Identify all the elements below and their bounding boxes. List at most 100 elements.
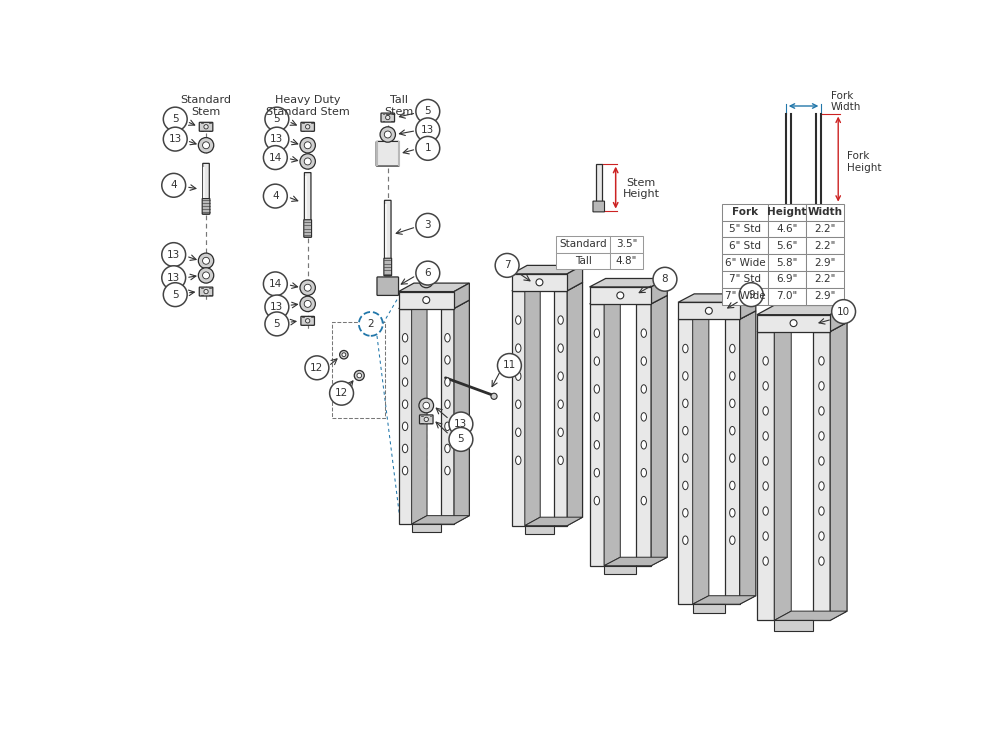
Ellipse shape	[730, 454, 735, 462]
Polygon shape	[454, 300, 469, 524]
Ellipse shape	[763, 532, 768, 541]
Ellipse shape	[445, 378, 450, 387]
Polygon shape	[757, 331, 774, 621]
Text: 13: 13	[167, 273, 180, 282]
Circle shape	[198, 268, 214, 283]
Ellipse shape	[558, 400, 563, 408]
Bar	[806, 204, 844, 220]
Polygon shape	[678, 319, 693, 604]
Text: Width: Width	[807, 207, 842, 217]
Polygon shape	[604, 565, 636, 575]
FancyBboxPatch shape	[381, 113, 395, 122]
Ellipse shape	[819, 557, 824, 565]
Bar	[806, 220, 844, 237]
Circle shape	[204, 289, 208, 294]
Bar	[556, 253, 610, 270]
Ellipse shape	[445, 400, 450, 408]
Text: 7" Std: 7" Std	[729, 274, 761, 285]
Ellipse shape	[763, 507, 768, 515]
Polygon shape	[725, 311, 756, 319]
Ellipse shape	[641, 329, 646, 337]
Ellipse shape	[763, 482, 768, 490]
FancyBboxPatch shape	[384, 200, 391, 276]
FancyBboxPatch shape	[203, 163, 209, 214]
Text: 10: 10	[837, 307, 850, 316]
Polygon shape	[604, 295, 620, 565]
Polygon shape	[512, 274, 567, 291]
Ellipse shape	[763, 432, 768, 440]
Circle shape	[163, 127, 187, 151]
Circle shape	[304, 158, 311, 165]
Ellipse shape	[558, 372, 563, 381]
FancyBboxPatch shape	[419, 415, 433, 424]
Text: 5.6": 5.6"	[776, 241, 798, 251]
Ellipse shape	[763, 382, 768, 390]
Ellipse shape	[641, 385, 646, 393]
Text: Fork: Fork	[732, 207, 758, 217]
Bar	[806, 237, 844, 254]
Circle shape	[300, 280, 315, 295]
Bar	[768, 288, 806, 304]
Circle shape	[306, 319, 310, 323]
Text: Tall
Stem: Tall Stem	[385, 95, 414, 117]
Circle shape	[380, 127, 395, 142]
Circle shape	[163, 282, 187, 307]
Ellipse shape	[819, 482, 824, 490]
Polygon shape	[567, 282, 583, 525]
Circle shape	[705, 307, 712, 314]
Text: 13: 13	[270, 134, 284, 144]
Ellipse shape	[402, 444, 408, 453]
Circle shape	[419, 274, 433, 288]
Ellipse shape	[683, 536, 688, 544]
Text: 12: 12	[335, 388, 348, 398]
Bar	[610, 236, 643, 253]
Ellipse shape	[641, 496, 646, 505]
Ellipse shape	[641, 468, 646, 477]
Circle shape	[204, 125, 208, 129]
Circle shape	[653, 267, 677, 291]
Ellipse shape	[445, 356, 450, 364]
Circle shape	[162, 242, 186, 267]
Circle shape	[304, 142, 311, 149]
FancyBboxPatch shape	[593, 201, 605, 212]
Circle shape	[495, 254, 519, 277]
Text: 13: 13	[454, 419, 468, 429]
Text: 6: 6	[424, 268, 431, 278]
Polygon shape	[399, 291, 454, 309]
Ellipse shape	[445, 467, 450, 475]
Circle shape	[265, 107, 289, 131]
Ellipse shape	[558, 316, 563, 325]
Ellipse shape	[683, 509, 688, 517]
Bar	[806, 254, 844, 271]
Circle shape	[198, 253, 214, 269]
Ellipse shape	[402, 467, 408, 475]
Ellipse shape	[558, 344, 563, 353]
Circle shape	[263, 146, 287, 170]
Text: 2.2": 2.2"	[814, 224, 835, 234]
Circle shape	[359, 312, 383, 336]
Polygon shape	[554, 291, 567, 525]
Circle shape	[304, 284, 311, 291]
Text: 13: 13	[167, 250, 180, 260]
Circle shape	[203, 272, 210, 279]
Ellipse shape	[683, 371, 688, 381]
Circle shape	[162, 174, 186, 197]
Text: 7.0": 7.0"	[776, 291, 798, 301]
Text: 4.6": 4.6"	[776, 224, 798, 234]
Ellipse shape	[516, 456, 521, 464]
FancyBboxPatch shape	[304, 173, 311, 237]
Text: 5: 5	[458, 434, 464, 445]
Ellipse shape	[730, 427, 735, 435]
Ellipse shape	[594, 496, 600, 505]
Polygon shape	[651, 295, 667, 565]
Circle shape	[340, 350, 348, 359]
FancyBboxPatch shape	[301, 316, 314, 325]
Ellipse shape	[558, 456, 563, 464]
Circle shape	[203, 142, 210, 149]
Circle shape	[357, 373, 362, 378]
Bar	[722, 204, 768, 220]
Ellipse shape	[683, 481, 688, 490]
FancyBboxPatch shape	[377, 277, 399, 295]
Bar	[722, 220, 768, 237]
Circle shape	[419, 398, 434, 413]
